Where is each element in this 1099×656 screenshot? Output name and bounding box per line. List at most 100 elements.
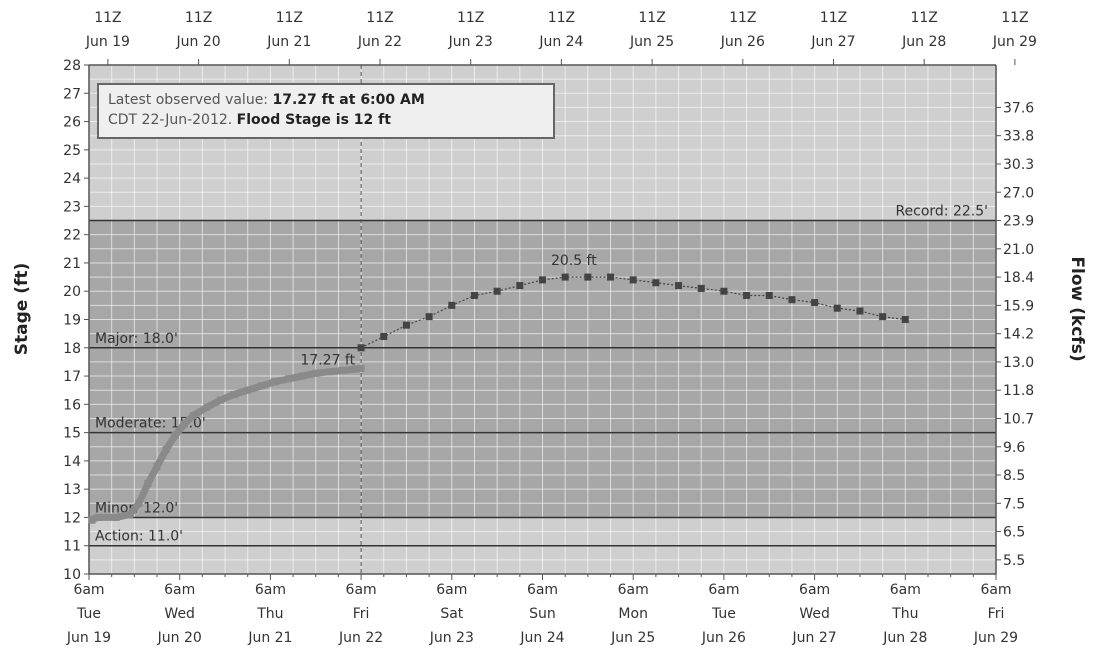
x-tick-time: 6am [980, 582, 1011, 598]
top-tick-date: Jun 19 [85, 34, 130, 50]
observed-point [230, 390, 238, 398]
x-tick-time: 6am [708, 582, 739, 598]
forecast-point [357, 344, 365, 352]
observed-point [312, 369, 320, 377]
x-tick-date: Jun 26 [701, 630, 746, 646]
annotations: 17.27 ft 20.5 ft [300, 253, 597, 368]
observed-point [203, 403, 211, 411]
x-tick-date: Jun 28 [882, 630, 927, 646]
y-tick-label: 19 [63, 313, 81, 329]
observed-point [257, 382, 265, 390]
x-tick-weekday: Thu [256, 606, 283, 622]
x-tick-weekday: Fri [353, 606, 370, 622]
observed-point [339, 366, 347, 374]
observed-point [94, 513, 102, 521]
x-tick-time: 6am [799, 582, 830, 598]
observed-point [189, 412, 197, 420]
x-tick-date: Jun 23 [429, 630, 474, 646]
observed-point [217, 396, 225, 404]
y2-tick-label: 27.0 [1003, 185, 1034, 201]
threshold-label: Record: 22.5' [895, 204, 988, 220]
x-tick-date: Jun 27 [792, 630, 837, 646]
x-tick-weekday: Sun [529, 606, 556, 622]
observed-point [244, 386, 252, 394]
y2-tick-label: 14.2 [1003, 327, 1034, 343]
top-x-axis: 11Z Jun 19 11Z Jun 20 11Z Jun 21 11Z Jun 22 11Z J… [85, 10, 1037, 65]
top-tick-date: Jun 23 [448, 34, 493, 50]
top-tick-date: Jun 24 [538, 34, 583, 50]
forecast-point [811, 299, 819, 307]
y-tick-label: 20 [63, 284, 81, 300]
x-tick-date: Jun 21 [247, 630, 292, 646]
threshold-lines: Record: 22.5'Major: 18.0'Moderate: 15.0'… [89, 204, 996, 547]
forecast-point [539, 276, 546, 284]
y-tick-label: 10 [63, 567, 81, 583]
peak-value-label: 20.5 ft [551, 253, 597, 269]
forecast-point [765, 291, 773, 299]
observed-point [135, 499, 143, 507]
forecast-point [629, 276, 637, 284]
forecast-point [788, 296, 796, 304]
y2-tick-label: 10.7 [1003, 411, 1034, 427]
top-tick-utc: 11Z [366, 10, 393, 26]
y-tick-label: 24 [63, 171, 81, 187]
observed-point [88, 516, 96, 524]
y-tick-label: 13 [63, 482, 81, 498]
left-y-axis: 10 11 12 13 14 15 16 17 18 19 20 21 22 23 24 25 26 27 28 [63, 58, 89, 583]
x-tick-weekday: Sat [440, 606, 463, 622]
y2-axis-label: Flow (kcfs) [1067, 256, 1087, 361]
forecast-point [743, 291, 751, 299]
observed-point [325, 368, 333, 376]
grid-lines [89, 65, 996, 574]
y2-tick-label: 33.8 [1003, 129, 1034, 145]
y-axis-label: Stage (ft) [12, 263, 32, 356]
forecast-point [720, 287, 728, 295]
top-tick-utc: 11Z [457, 10, 484, 26]
x-tick-weekday: Mon [618, 606, 648, 622]
y-tick-label: 12 [63, 510, 81, 526]
x-tick-date: Jun 20 [157, 630, 202, 646]
top-tick-date: Jun 28 [901, 34, 946, 50]
observed-point [144, 480, 152, 488]
y-tick-label: 16 [63, 397, 81, 413]
observed-point [353, 365, 361, 373]
y2-tick-label: 11.8 [1003, 383, 1034, 399]
observed-point [285, 375, 293, 383]
forecast-point [425, 313, 433, 321]
x-tick-time: 6am [618, 582, 649, 598]
note-line2-prefix: CDT 22-Jun-2012. [108, 112, 237, 128]
observed-point [357, 364, 365, 372]
x-tick-time: 6am [255, 582, 286, 598]
top-tick-utc: 11Z [94, 10, 121, 26]
forecast-point [856, 307, 864, 315]
y2-tick-label: 7.5 [1003, 496, 1025, 512]
top-tick-date: Jun 26 [720, 34, 765, 50]
top-tick-date: Jun 20 [176, 34, 221, 50]
forecast-point [561, 273, 569, 281]
y-tick-label: 14 [63, 454, 81, 470]
y-tick-label: 26 [63, 115, 81, 131]
observed-point [171, 431, 179, 439]
observed-point [298, 372, 306, 380]
x-tick-time: 6am [436, 582, 467, 598]
observed-point [271, 378, 279, 386]
forecast-point [402, 321, 410, 329]
note-line2-value: Flood Stage is 12 ft [237, 112, 392, 128]
observed-series [87, 364, 365, 524]
top-tick-date: Jun 22 [357, 34, 402, 50]
y2-tick-label: 5.5 [1003, 553, 1025, 569]
top-tick-utc: 11Z [729, 10, 756, 26]
x-tick-weekday: Thu [891, 606, 918, 622]
top-tick-utc: 11Z [820, 10, 847, 26]
x-tick-date: Jun 29 [973, 630, 1018, 646]
top-tick-utc: 11Z [1001, 10, 1028, 26]
forecast-point [901, 316, 909, 323]
top-tick-date: Jun 25 [629, 34, 674, 50]
y-tick-label: 23 [63, 199, 81, 215]
observed-point [153, 463, 161, 471]
forecast-point [697, 284, 705, 292]
forecast-point [470, 291, 478, 299]
forecast-point [607, 273, 615, 281]
observed-point [180, 420, 188, 428]
x-tick-date: Jun 19 [66, 630, 111, 646]
